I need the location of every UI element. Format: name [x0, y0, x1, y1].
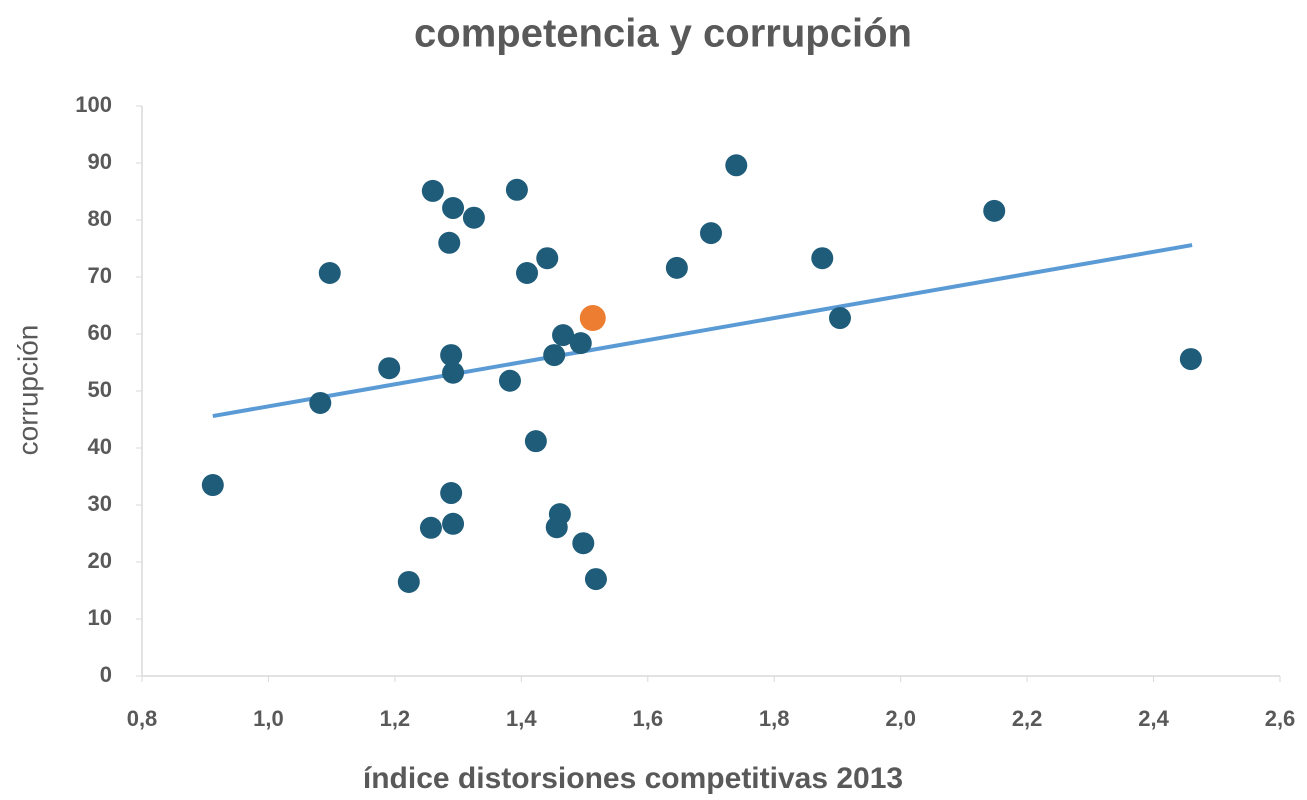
y-tick-label: 100 [75, 92, 112, 117]
y-tick-label: 50 [88, 377, 112, 402]
point [983, 199, 1006, 222]
point [440, 344, 463, 367]
point [665, 256, 688, 279]
point [811, 247, 834, 270]
x-tick-label: 2,2 [1012, 706, 1043, 731]
point [552, 324, 575, 347]
y-axis-label: corrupción [12, 325, 43, 456]
x-tick-label: 1,2 [380, 706, 411, 731]
point [548, 503, 571, 526]
point [536, 247, 559, 270]
x-tick-label: 2,0 [885, 706, 916, 731]
point [725, 154, 748, 177]
x-tick-label: 0,8 [127, 706, 158, 731]
x-axis-label: índice distorsiones competitivas 2013 [363, 762, 903, 795]
y-tick-label: 40 [88, 434, 112, 459]
point [524, 430, 547, 453]
chart-title: competencia y corrupción [414, 12, 912, 56]
point [1179, 348, 1202, 371]
trendline [212, 243, 1193, 419]
point [543, 344, 566, 367]
y-tick-label: 70 [88, 263, 112, 288]
point [378, 357, 401, 380]
point [201, 474, 224, 497]
point [498, 369, 521, 392]
point [462, 206, 485, 229]
point [579, 305, 606, 332]
y-tick-label: 80 [88, 206, 112, 231]
point [442, 361, 465, 384]
y-tick-label: 60 [88, 320, 112, 345]
x-tick-label: 2,4 [1138, 706, 1169, 731]
point [318, 262, 341, 285]
x-tick-label: 1,4 [506, 706, 537, 731]
x-tick-label: 1,6 [632, 706, 663, 731]
y-tick-label: 90 [88, 149, 112, 174]
point [569, 332, 592, 355]
x-tick-label: 1,8 [759, 706, 790, 731]
y-tick-label: 30 [88, 491, 112, 516]
y-tick-label: 20 [88, 548, 112, 573]
x-tick-label: 1,0 [253, 706, 284, 731]
point [516, 262, 539, 285]
point [505, 178, 528, 201]
point [572, 532, 595, 555]
point [440, 482, 463, 505]
y-tick-label: 0 [100, 662, 112, 687]
point [419, 516, 442, 539]
point [700, 222, 722, 245]
point [828, 307, 851, 330]
y-tick-label: 10 [88, 605, 112, 630]
point [442, 197, 465, 220]
point [438, 231, 461, 254]
point [397, 570, 420, 593]
point [309, 391, 332, 414]
point [421, 179, 444, 202]
x-tick-label: 2,6 [1265, 706, 1296, 731]
point [584, 568, 607, 591]
point [442, 512, 465, 535]
